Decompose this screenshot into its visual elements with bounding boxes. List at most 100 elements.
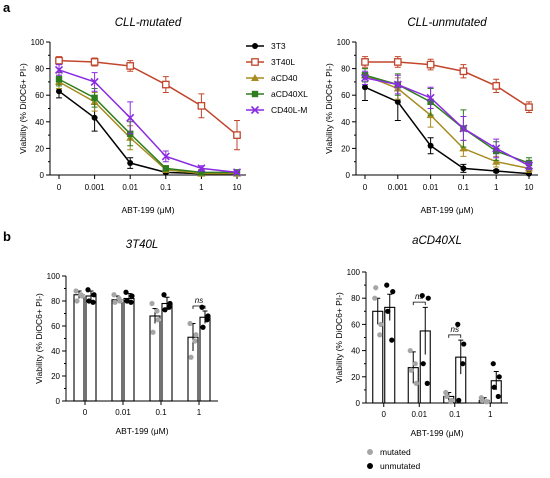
data-point: [90, 299, 96, 305]
series-acd40xl: [55, 72, 241, 176]
x-axis-label: ABT-199 (μM): [410, 428, 463, 438]
data-point: [407, 348, 413, 354]
bar: [73, 294, 85, 402]
data-point: [426, 60, 435, 69]
y-tick-label: 0: [40, 171, 45, 180]
series-line: [365, 61, 530, 108]
legend-label: 3T3: [271, 41, 286, 51]
legend-label: unmutated: [380, 461, 420, 471]
legend-label: CD40L-M: [271, 105, 307, 115]
significance-label: ns: [415, 292, 423, 301]
y-tick-label: 80: [51, 297, 60, 306]
data-point: [420, 361, 426, 367]
data-point: [198, 169, 205, 176]
x-tick-label: 0.001: [388, 183, 409, 192]
data-point: [483, 399, 489, 405]
data-point: [459, 124, 468, 133]
series-line: [58, 59, 238, 136]
legend-item-cd40l-m: CD40L-M: [246, 105, 307, 115]
series-line: [364, 77, 530, 167]
y-tick-label: 80: [341, 65, 350, 74]
legend-marker: [252, 43, 258, 49]
data-point: [393, 58, 402, 66]
y-tick-label: 60: [51, 322, 60, 331]
data-point: [162, 165, 169, 172]
y-axis-label: Viability (% DiOC6+ PI-): [334, 292, 344, 383]
data-point: [187, 320, 193, 327]
data-point: [390, 289, 396, 295]
significance-label: ns: [451, 325, 459, 334]
series-cd40l-m: [54, 64, 242, 177]
bar: [149, 315, 161, 402]
bar: [85, 295, 97, 402]
data-point: [425, 295, 431, 301]
data-point: [492, 157, 501, 165]
data-point: [360, 73, 370, 82]
data-point: [362, 84, 368, 91]
data-point: [150, 329, 156, 335]
data-point: [525, 103, 533, 112]
data-point: [161, 152, 170, 161]
legend-panel-b: mutated unmutated: [367, 447, 420, 471]
data-point: [412, 361, 418, 367]
series-line: [364, 74, 530, 164]
data-point: [389, 337, 395, 343]
data-point: [496, 374, 502, 380]
series-acd40: [55, 74, 241, 177]
data-point: [232, 168, 242, 177]
data-point: [490, 361, 496, 367]
x-tick-label: 0.1: [160, 183, 172, 192]
data-point: [74, 298, 80, 304]
data-point: [200, 324, 206, 330]
y-axis-label: Viability (% DiOC6+ PI-): [34, 293, 44, 384]
data-point: [188, 354, 194, 360]
data-point: [111, 292, 117, 298]
data-point: [385, 308, 391, 314]
data-point: [444, 393, 450, 400]
data-point: [192, 338, 198, 344]
legend-item-3t40l: 3T40L: [246, 57, 295, 67]
y-tick-label: 40: [51, 347, 60, 356]
chart-title: CLL-unmutated: [407, 17, 487, 29]
data-point: [55, 56, 63, 65]
data-point: [55, 76, 63, 83]
data-point: [492, 82, 501, 90]
x-tick-label: 0: [382, 410, 387, 419]
data-point: [460, 361, 466, 367]
data-point: [197, 101, 206, 110]
significance-label: ns: [195, 296, 203, 305]
legend-item-acd40xl: aCD40XL: [246, 89, 308, 99]
data-point: [361, 58, 369, 66]
x-tick-label: 0: [363, 183, 368, 192]
x-tick-label: 1: [488, 410, 493, 419]
significance-bracket: [448, 334, 462, 338]
y-tick-label: 20: [35, 144, 44, 153]
data-point: [199, 304, 205, 310]
data-point: [426, 93, 435, 102]
data-point: [461, 341, 467, 347]
legend-label: aCD40XL: [271, 89, 308, 99]
data-point: [197, 164, 206, 173]
x-tick-label: 0.1: [458, 183, 470, 192]
x-tick-label: 10: [525, 183, 534, 192]
data-point: [86, 298, 92, 304]
legend-item-mutated: mutated: [367, 447, 411, 457]
data-point: [459, 67, 468, 76]
legend-label: mutated: [380, 447, 411, 457]
data-point: [424, 380, 430, 386]
data-point: [524, 161, 534, 170]
legend-marker: [251, 58, 259, 66]
data-point: [373, 285, 379, 291]
series-line: [58, 90, 237, 175]
data-point: [492, 144, 501, 153]
data-point: [85, 287, 91, 293]
x-axis-label: ABT-199 (μM): [420, 205, 473, 215]
x-axis-label: ABT-199 (μM): [115, 426, 168, 436]
series-line: [364, 74, 530, 170]
data-point: [112, 299, 118, 305]
data-point: [459, 144, 468, 152]
y-tick-label: 40: [341, 118, 350, 127]
data-point: [73, 288, 79, 294]
y-tick-label: 0: [346, 171, 351, 180]
legend-marker: [367, 449, 373, 455]
